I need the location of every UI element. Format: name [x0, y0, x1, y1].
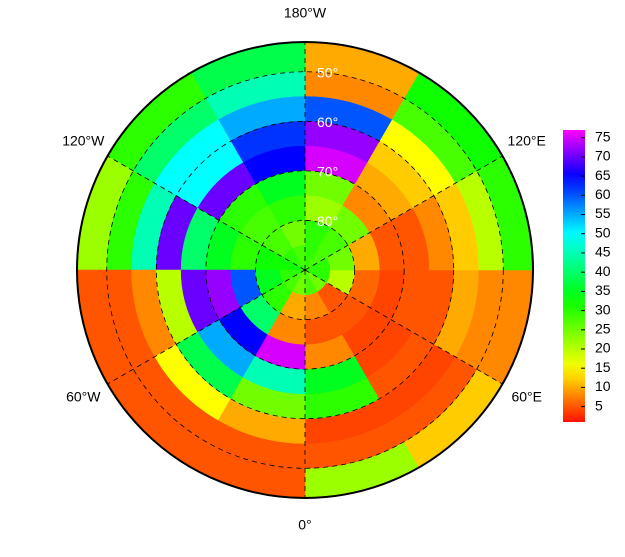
lat-label: 60°	[317, 114, 338, 130]
lon-label: 120°E	[508, 133, 546, 149]
lon-label: 120°W	[62, 133, 105, 149]
meridian-line	[304, 155, 503, 271]
lon-label: 60°E	[511, 389, 542, 405]
colorbar-label: 70	[595, 148, 611, 164]
colorbar-label: 55	[595, 205, 611, 221]
colorbar-label: 35	[595, 282, 611, 298]
colorbar-label: 30	[595, 301, 611, 317]
colorbar-label: 5	[595, 397, 603, 413]
colorbar-label: 45	[595, 244, 611, 260]
colorbar-label: 65	[595, 167, 611, 183]
colorbar-label: 10	[595, 378, 611, 394]
lat-grid-line	[106, 71, 504, 469]
lat-grid-line	[255, 220, 355, 320]
lon-label: 60°W	[66, 389, 101, 405]
meridian-line	[304, 269, 503, 385]
meridian-line	[107, 155, 306, 271]
colorbar-label: 40	[595, 263, 611, 279]
lon-label: 0°	[298, 517, 311, 533]
heat-cell	[292, 269, 306, 296]
colorbar-label: 75	[595, 128, 611, 144]
lat-label: 50°	[317, 64, 338, 80]
colorbar-label: 60	[595, 186, 611, 202]
meridian-line	[107, 269, 306, 385]
colorbar-label: 25	[595, 320, 611, 336]
colorbar-label: 15	[595, 359, 611, 375]
colorbar	[563, 130, 585, 422]
lat-grid-line	[155, 120, 455, 420]
colorbar-label: 50	[595, 224, 611, 240]
lat-label: 80°	[317, 213, 338, 229]
lon-label: 180°W	[284, 5, 327, 21]
colorbar-label: 20	[595, 340, 611, 356]
lat-label: 70°	[317, 164, 338, 180]
